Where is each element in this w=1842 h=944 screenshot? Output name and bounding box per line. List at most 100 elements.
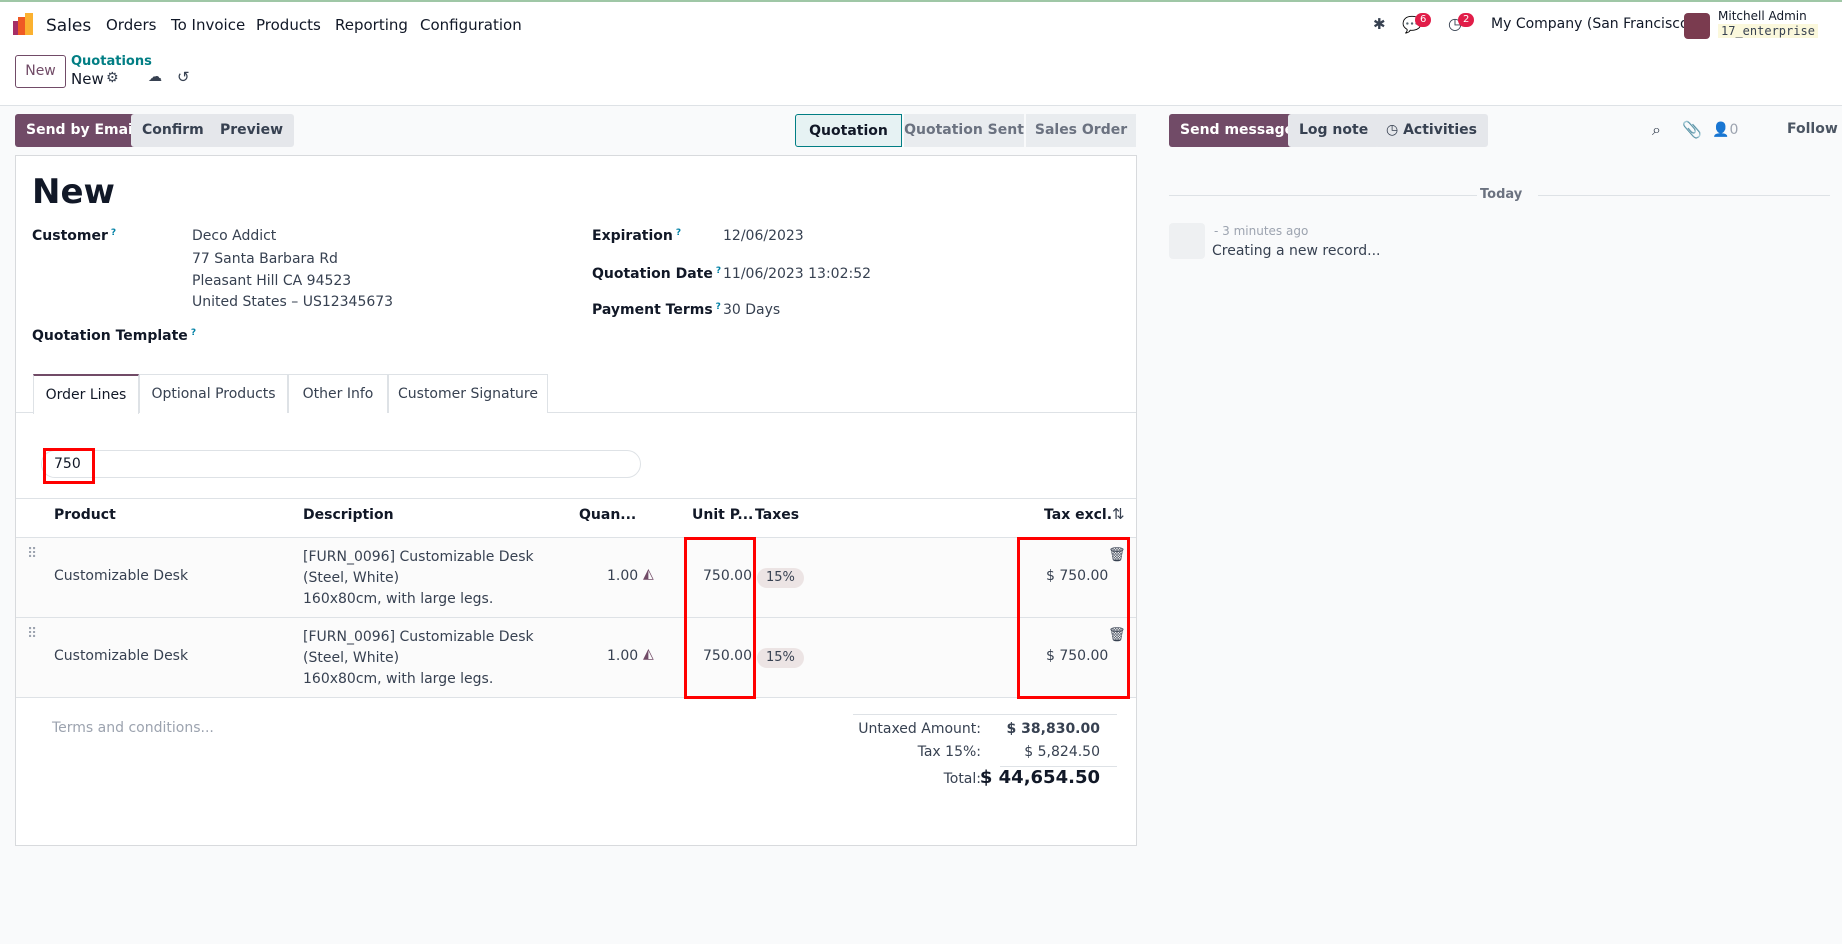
company-switcher[interactable]: My Company (San Francisco) bbox=[1491, 16, 1694, 32]
status-quotation[interactable]: Quotation bbox=[795, 114, 902, 147]
untaxed-value: $ 38,830.00 bbox=[1006, 721, 1100, 737]
send-message-button[interactable]: Send message bbox=[1169, 114, 1306, 147]
quotation-date-field[interactable]: 11/06/2023 13:02:52 bbox=[723, 266, 872, 282]
totals-divider bbox=[853, 714, 1117, 715]
follow-button[interactable]: Follow bbox=[1787, 121, 1838, 137]
table-top-border bbox=[16, 498, 1136, 499]
subtotal-cell: $ 750.00 bbox=[1046, 568, 1109, 584]
status-sales-order[interactable]: Sales Order bbox=[1026, 114, 1136, 147]
status-quotation-sent[interactable]: Quotation Sent bbox=[904, 114, 1024, 147]
sales-app-icon[interactable] bbox=[13, 13, 36, 35]
highlight-box bbox=[43, 448, 95, 484]
unit-price-cell[interactable]: 750.00 bbox=[703, 648, 752, 664]
message-time: - 3 minutes ago bbox=[1214, 224, 1309, 238]
terms-conditions-input[interactable]: Terms and conditions... bbox=[52, 720, 214, 736]
menu-configuration[interactable]: Configuration bbox=[420, 16, 522, 34]
header-divider bbox=[16, 537, 1136, 538]
menu-reporting[interactable]: Reporting bbox=[335, 16, 408, 34]
debug-bug-icon[interactable]: ✱ bbox=[1373, 15, 1386, 33]
table-row[interactable]: ⠿ Customizable Desk [FURN_0096] Customiz… bbox=[16, 618, 1136, 698]
description-cell[interactable]: [FURN_0096] Customizable Desk (Steel, Whi… bbox=[303, 549, 534, 607]
table-row[interactable]: ⠿ Customizable Desk [FURN_0096] Customiz… bbox=[16, 538, 1136, 618]
form-sheet bbox=[15, 155, 1137, 846]
tab-other-info[interactable]: Other Info bbox=[288, 374, 388, 413]
subtotal-cell: $ 750.00 bbox=[1046, 648, 1109, 664]
highlight-box bbox=[1017, 537, 1130, 699]
tab-order-lines[interactable]: Order Lines bbox=[33, 374, 139, 414]
user-name[interactable]: Mitchell Admin bbox=[1718, 9, 1807, 23]
trash-icon[interactable]: 🗑 bbox=[1108, 627, 1126, 643]
product-cell[interactable]: Customizable Desk bbox=[54, 648, 189, 664]
tax-label: Tax 15%: bbox=[917, 744, 981, 760]
expiration-field[interactable]: 12/06/2023 bbox=[723, 228, 804, 244]
user-avatar[interactable] bbox=[1684, 13, 1710, 39]
product-cell[interactable]: Customizable Desk bbox=[54, 568, 189, 584]
tax-value: $ 5,824.50 bbox=[1024, 744, 1100, 760]
customer-address-line: United States – US12345673 bbox=[192, 294, 394, 310]
customer-address-line: 77 Santa Barbara Rd bbox=[192, 251, 338, 267]
discard-icon[interactable]: ↺ bbox=[177, 68, 190, 86]
col-unit-price[interactable]: Unit P... bbox=[692, 507, 754, 523]
followers-button[interactable]: 👤0 bbox=[1712, 122, 1739, 138]
drag-handle-icon[interactable]: ⠿ bbox=[27, 546, 38, 562]
gear-icon[interactable]: ⚙ bbox=[106, 70, 119, 86]
expiration-label: Expiration? bbox=[592, 228, 682, 244]
activities-badge: 2 bbox=[1458, 13, 1475, 27]
preview-button[interactable]: Preview bbox=[209, 114, 295, 147]
total-value: $ 44,654.50 bbox=[979, 767, 1100, 788]
author-avatar[interactable] bbox=[1169, 223, 1205, 259]
customer-address-line: Pleasant Hill CA 94523 bbox=[192, 273, 352, 289]
drag-handle-icon[interactable]: ⠿ bbox=[27, 626, 38, 642]
tab-customer-signature[interactable]: Customer Signature bbox=[388, 374, 548, 413]
new-button[interactable]: New bbox=[15, 55, 66, 88]
customer-name[interactable]: Deco Addict bbox=[192, 228, 277, 244]
col-description[interactable]: Description bbox=[303, 507, 394, 523]
menu-orders[interactable]: Orders bbox=[106, 16, 157, 34]
optional-columns-icon[interactable]: ⇅ bbox=[1112, 505, 1125, 523]
col-quantity[interactable]: Quan... bbox=[579, 507, 637, 523]
quotation-template-label: Quotation Template? bbox=[32, 328, 197, 344]
log-note-button[interactable]: Log note bbox=[1288, 114, 1380, 147]
menu-to-invoice[interactable]: To Invoice bbox=[171, 16, 246, 34]
forecast-chart-icon[interactable]: ◭ bbox=[643, 646, 654, 662]
messages-badge: 6 bbox=[1415, 13, 1432, 27]
user-icon: 👤 bbox=[1712, 122, 1730, 138]
payment-terms-field[interactable]: 30 Days bbox=[723, 302, 781, 318]
send-by-email-button[interactable]: Send by Email bbox=[15, 114, 149, 147]
forecast-chart-icon[interactable]: ◭ bbox=[643, 566, 654, 582]
untaxed-label: Untaxed Amount: bbox=[858, 721, 981, 737]
breadcrumb-current: New bbox=[71, 70, 104, 88]
top-navbar: Sales Orders To Invoice Products Reporti… bbox=[0, 0, 1842, 48]
menu-products[interactable]: Products bbox=[256, 16, 321, 34]
search-value: 750 bbox=[54, 456, 81, 472]
quantity-cell[interactable]: 1.00 bbox=[607, 568, 639, 584]
col-taxes[interactable]: Taxes bbox=[755, 507, 800, 523]
paperclip-icon[interactable]: 📎 bbox=[1682, 120, 1702, 139]
record-title: New bbox=[32, 172, 115, 212]
tab-optional-products[interactable]: Optional Products bbox=[139, 374, 288, 413]
separator-line bbox=[1169, 195, 1477, 196]
highlight-box bbox=[684, 537, 756, 699]
search-input[interactable] bbox=[41, 450, 641, 478]
search-icon[interactable]: ⌕ bbox=[1652, 120, 1661, 139]
app-name[interactable]: Sales bbox=[46, 16, 92, 36]
message-body: Creating a new record... bbox=[1212, 243, 1381, 259]
trash-icon[interactable]: 🗑 bbox=[1108, 547, 1126, 563]
tax-tag[interactable]: 15% bbox=[757, 568, 804, 588]
breadcrumb-quotations[interactable]: Quotations bbox=[71, 54, 152, 69]
col-tax-excluded[interactable]: Tax excl. bbox=[1044, 507, 1113, 523]
tabs-divider bbox=[16, 412, 1136, 413]
date-separator: Today bbox=[1480, 187, 1523, 202]
confirm-button[interactable]: Confirm bbox=[131, 114, 215, 147]
activities-button[interactable]: ◷ Activities bbox=[1375, 114, 1488, 147]
quantity-cell[interactable]: 1.00 bbox=[607, 648, 639, 664]
unit-price-cell[interactable]: 750.00 bbox=[703, 568, 752, 584]
col-product[interactable]: Product bbox=[54, 507, 116, 523]
customer-label: Customer? bbox=[32, 228, 117, 244]
description-cell[interactable]: [FURN_0096] Customizable Desk (Steel, Whi… bbox=[303, 629, 534, 687]
save-cloud-icon[interactable]: ☁ bbox=[148, 69, 162, 85]
total-divider bbox=[1000, 766, 1117, 767]
tax-tag[interactable]: 15% bbox=[757, 648, 804, 668]
clock-icon: ◷ bbox=[1386, 122, 1404, 138]
total-label: Total: bbox=[943, 771, 981, 787]
